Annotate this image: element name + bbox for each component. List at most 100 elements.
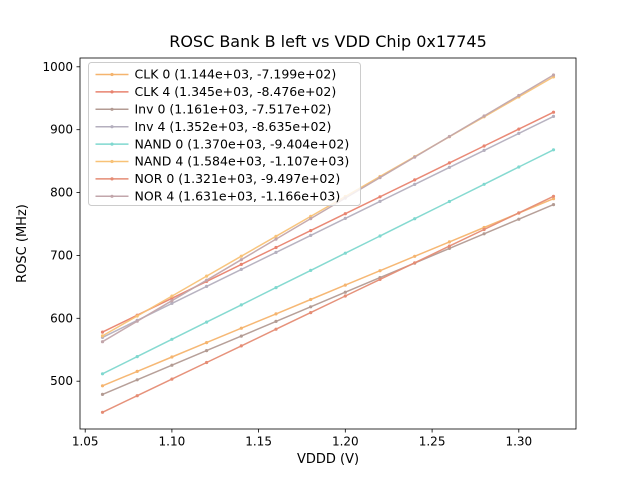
series-marker-clk-4 xyxy=(239,262,243,266)
series-marker-nand-0 xyxy=(343,251,347,255)
series-marker-clk-0 xyxy=(205,341,209,345)
series-marker-nor-4 xyxy=(274,237,278,241)
x-axis-label: VDDD (V) xyxy=(297,452,359,467)
series-marker-inv-0 xyxy=(135,378,139,382)
series-marker-nor-4 xyxy=(205,278,209,282)
legend-label: NAND 0 (1.370e+03, -9.404e+02) xyxy=(135,136,350,151)
series-marker-nor-4 xyxy=(170,299,174,303)
series-marker-nand-0 xyxy=(482,182,486,186)
x-tick-label: 1.30 xyxy=(505,435,532,449)
series-marker-inv-4 xyxy=(551,114,556,118)
legend-label: Inv 0 (1.161e+03, -7.517e+02) xyxy=(135,102,332,117)
series-marker-nand-0 xyxy=(170,337,174,341)
series-marker-nor-0 xyxy=(100,410,105,414)
series-marker-clk-4 xyxy=(551,110,556,114)
series-marker-inv-4 xyxy=(413,182,417,186)
series-marker-nor-4 xyxy=(100,340,105,344)
series-marker-nand-0 xyxy=(274,286,278,290)
series-marker-inv-0 xyxy=(309,305,313,309)
y-tick-label: 800 xyxy=(50,186,73,200)
series-marker-nor-0 xyxy=(309,311,313,315)
series-marker-nor-0 xyxy=(343,294,347,298)
chart-title: ROSC Bank B left vs VDD Chip 0x17745 xyxy=(169,32,487,51)
series-marker-inv-0 xyxy=(239,334,243,338)
series-marker-nand-0 xyxy=(517,165,521,169)
series-marker-clk-0 xyxy=(551,197,556,201)
series-marker-inv-4 xyxy=(170,301,174,305)
series-marker-nor-0 xyxy=(239,344,243,348)
series-marker-nand-0 xyxy=(205,320,209,324)
series-line-nand-0 xyxy=(102,149,554,375)
series-marker-clk-4 xyxy=(100,330,105,334)
series-marker-inv-4 xyxy=(447,165,451,169)
series-marker-inv-4 xyxy=(343,216,347,220)
legend-label: NOR 0 (1.321e+03, -9.497e+02) xyxy=(135,171,341,186)
series-marker-clk-0 xyxy=(100,384,105,388)
y-tick-label: 900 xyxy=(50,123,73,137)
series-marker-clk-0 xyxy=(170,355,174,359)
series-marker-nor-4 xyxy=(239,258,243,262)
series-marker-nor-4 xyxy=(447,134,451,139)
legend-swatch-marker xyxy=(110,159,114,164)
series-line-nor-4 xyxy=(102,74,554,343)
series-marker-nand-4 xyxy=(239,254,243,258)
x-tick-label: 1.05 xyxy=(72,435,99,449)
series-marker-nand-0 xyxy=(413,217,417,221)
legend-swatch-marker xyxy=(110,90,114,94)
series-marker-clk-4 xyxy=(309,229,313,233)
series-marker-clk-0 xyxy=(274,312,278,316)
series-marker-clk-0 xyxy=(135,369,139,373)
series-marker-nor-0 xyxy=(170,377,174,381)
series-line-clk-4 xyxy=(102,111,554,333)
series-marker-nand-0 xyxy=(135,355,139,359)
series-marker-inv-4 xyxy=(517,131,521,135)
series-marker-inv-0 xyxy=(447,246,451,250)
series-marker-nor-4 xyxy=(517,93,521,98)
series-marker-nor-0 xyxy=(274,327,278,331)
series-marker-inv-0 xyxy=(170,363,174,367)
series-marker-nand-0 xyxy=(378,234,382,238)
legend-swatch-marker xyxy=(110,72,114,77)
series-marker-nor-0 xyxy=(413,261,417,265)
series-line-nor-0 xyxy=(102,195,554,413)
series-marker-nor-0 xyxy=(135,394,139,398)
plot-area: 1.05 1.10 1.15 1.20 1.25 1.30 500 600 700 800 900 1… xyxy=(42,57,577,449)
series-line-clk-0 xyxy=(102,198,554,387)
series-marker-nand-4 xyxy=(170,294,174,298)
series-marker-nor-0 xyxy=(517,211,521,215)
plot-border xyxy=(79,57,577,430)
series-marker-inv-0 xyxy=(100,392,105,396)
series-marker-inv-4 xyxy=(309,233,313,237)
series-marker-inv-4 xyxy=(205,284,209,288)
y-tick-label: 600 xyxy=(50,311,73,325)
series-marker-nor-0 xyxy=(205,360,209,365)
series-marker-nand-0 xyxy=(551,148,556,152)
series-marker-nand-0 xyxy=(447,199,451,204)
series-marker-inv-0 xyxy=(274,319,278,323)
series-marker-inv-4 xyxy=(378,199,382,203)
series-marker-inv-0 xyxy=(343,290,347,294)
legend-label: Inv 4 (1.352e+03, -8.635e+02) xyxy=(135,119,332,134)
x-tick-label: 1.10 xyxy=(159,435,186,449)
series-marker-clk-4 xyxy=(447,161,451,165)
x-tick-label: 1.20 xyxy=(332,435,359,449)
series-marker-nand-4 xyxy=(135,314,139,318)
legend-swatch-marker xyxy=(110,194,114,198)
series-marker-nand-4 xyxy=(274,234,278,238)
series-marker-clk-4 xyxy=(170,296,174,300)
series-marker-nor-4 xyxy=(378,176,382,180)
series-marker-nand-0 xyxy=(309,268,313,272)
series-marker-clk-0 xyxy=(239,326,243,330)
legend-swatch-marker xyxy=(110,107,114,111)
series-marker-nand-0 xyxy=(100,372,105,376)
legend-label: NOR 4 (1.631e+03, -1.166e+03) xyxy=(135,189,341,204)
legend-label: CLK 4 (1.345e+03, -8.476e+02) xyxy=(135,84,337,99)
series-marker-clk-0 xyxy=(447,240,451,244)
series-marker-clk-4 xyxy=(378,195,382,199)
y-tick-label: 700 xyxy=(50,248,73,262)
legend-swatch-marker xyxy=(110,177,114,181)
series-line-inv-4 xyxy=(102,115,554,339)
series-marker-clk-4 xyxy=(274,245,278,250)
legend-swatch-marker xyxy=(110,142,114,146)
